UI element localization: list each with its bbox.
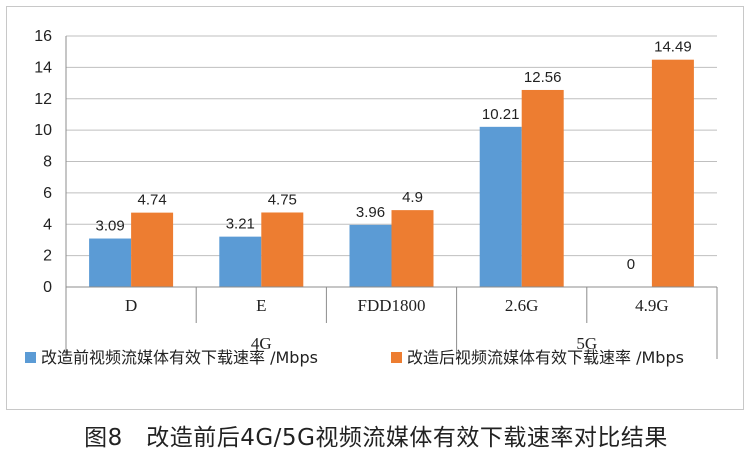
bar-after-E bbox=[261, 212, 304, 287]
legend-swatch bbox=[25, 352, 36, 363]
data-label: 12.56 bbox=[524, 69, 562, 86]
data-label: 10.21 bbox=[482, 106, 520, 123]
legend-swatch bbox=[391, 352, 402, 363]
bar-before-FDD1800 bbox=[349, 224, 392, 287]
bar-before-D bbox=[89, 238, 132, 287]
chart-frame: 0 2 4 6 8 10 12 14 16 3.09 3.21 3.96 10.21 0 4.74 4.75 4… bbox=[6, 6, 744, 410]
data-label: 3.96 bbox=[356, 204, 385, 221]
bar-before-E bbox=[219, 236, 262, 287]
bar-before-2.6G bbox=[479, 126, 522, 287]
x-tick-label: FDD1800 bbox=[357, 296, 425, 315]
bar-after-4.9G bbox=[651, 59, 694, 287]
bar-after-2.6G bbox=[521, 89, 564, 287]
x-tick-label: 4.9G bbox=[635, 296, 669, 315]
bar-after-D bbox=[131, 212, 174, 287]
bar-after-FDD1800 bbox=[391, 210, 434, 287]
figure-caption: 图8 改造前后4G/5G视频流媒体有效下载速率对比结果 bbox=[84, 425, 668, 451]
y-tick-label: 0 bbox=[43, 279, 52, 296]
data-label: 4.9 bbox=[402, 189, 423, 206]
y-tick-label: 4 bbox=[43, 216, 52, 233]
y-tick-label: 12 bbox=[34, 91, 52, 108]
data-label: 14.49 bbox=[654, 39, 692, 56]
y-tick-label: 14 bbox=[34, 59, 52, 76]
y-tick-label: 10 bbox=[34, 122, 52, 139]
group-label-5G: 5G bbox=[576, 334, 597, 353]
y-tick-label: 2 bbox=[43, 248, 52, 265]
x-tick-label: 2.6G bbox=[505, 296, 539, 315]
legend-label: 改造前视频流媒体有效下载速率 /Mbps bbox=[41, 348, 318, 367]
group-label-4G: 4G bbox=[251, 334, 272, 353]
legend-label: 改造后视频流媒体有效下载速率 /Mbps bbox=[407, 348, 684, 367]
data-label: 3.09 bbox=[95, 218, 124, 235]
bar-chart: 0 2 4 6 8 10 12 14 16 3.09 3.21 3.96 10.21 0 4.74 4.75 4… bbox=[25, 28, 718, 367]
y-tick-label: 16 bbox=[34, 28, 52, 45]
y-tick-label: 6 bbox=[43, 185, 52, 202]
data-label: 4.74 bbox=[137, 192, 166, 209]
x-tick-label: D bbox=[125, 296, 137, 315]
x-tick-label: E bbox=[256, 296, 266, 315]
y-tick-label: 8 bbox=[43, 154, 52, 171]
data-label: 3.21 bbox=[226, 216, 255, 233]
data-label: 4.75 bbox=[268, 191, 297, 208]
data-label: 0 bbox=[627, 256, 635, 273]
